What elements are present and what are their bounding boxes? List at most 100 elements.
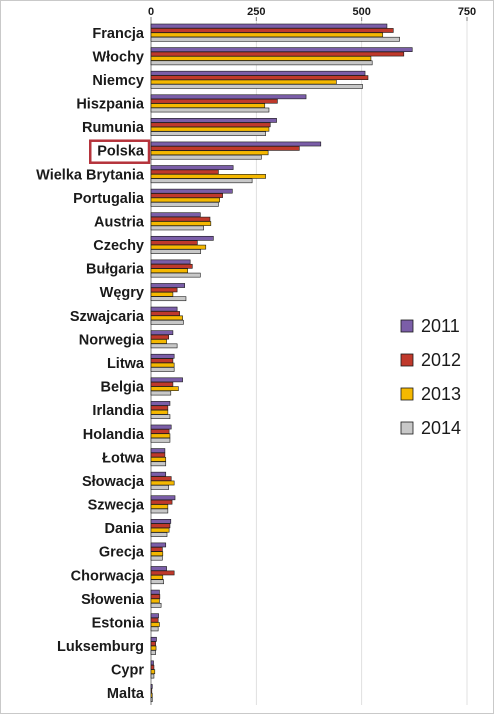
bar bbox=[150, 433, 171, 439]
bar bbox=[150, 429, 170, 434]
bar bbox=[150, 367, 175, 372]
bar bbox=[150, 457, 167, 462]
bar bbox=[150, 485, 169, 490]
bar bbox=[150, 519, 172, 524]
category-label: Słowenia bbox=[81, 592, 145, 608]
bar bbox=[150, 70, 366, 76]
bar bbox=[150, 94, 307, 100]
bar bbox=[150, 636, 157, 642]
bar bbox=[150, 56, 372, 61]
category-label: Portugalia bbox=[73, 191, 145, 207]
bar bbox=[150, 613, 159, 619]
tick-label: 750 bbox=[458, 6, 476, 18]
category-label: Estonia bbox=[92, 615, 145, 631]
bar bbox=[150, 673, 155, 679]
category-label: Dania bbox=[105, 521, 145, 537]
bar bbox=[150, 660, 154, 666]
bar bbox=[150, 358, 174, 364]
bar bbox=[150, 98, 278, 104]
category-label: Belgia bbox=[100, 380, 144, 396]
bar bbox=[150, 532, 168, 537]
bar bbox=[150, 386, 179, 391]
category-label: Szwecja bbox=[88, 498, 145, 514]
bar bbox=[150, 60, 373, 66]
bar bbox=[150, 617, 159, 623]
bar bbox=[150, 216, 211, 222]
bar bbox=[150, 381, 174, 387]
bar bbox=[150, 504, 169, 509]
bar bbox=[150, 84, 363, 89]
bar bbox=[150, 339, 167, 344]
bar bbox=[150, 377, 183, 383]
bar bbox=[150, 697, 153, 703]
bar bbox=[150, 495, 176, 501]
bar bbox=[150, 287, 178, 293]
bar bbox=[150, 306, 178, 312]
bar bbox=[150, 594, 161, 599]
bar bbox=[150, 202, 219, 207]
legend-label: 2013 bbox=[421, 384, 461, 404]
bar bbox=[150, 688, 153, 694]
bar bbox=[150, 126, 270, 132]
bar bbox=[150, 225, 204, 231]
category-label: Luksemburg bbox=[57, 639, 144, 655]
bar bbox=[150, 197, 220, 203]
bar bbox=[150, 598, 160, 604]
bar bbox=[150, 669, 156, 675]
bar bbox=[150, 319, 184, 325]
bar bbox=[150, 235, 214, 241]
bar bbox=[150, 424, 172, 430]
bar bbox=[150, 75, 369, 80]
bar bbox=[150, 47, 413, 52]
bar bbox=[150, 263, 193, 269]
bar bbox=[150, 165, 234, 170]
bar bbox=[150, 28, 394, 33]
bar bbox=[150, 23, 388, 29]
category-label: Słowacja bbox=[82, 474, 145, 490]
category-label: Norwegia bbox=[79, 332, 145, 348]
bar bbox=[150, 32, 384, 38]
bar bbox=[150, 178, 253, 184]
bar bbox=[150, 315, 183, 321]
bar bbox=[150, 409, 169, 415]
category-label: Holandia bbox=[83, 427, 145, 443]
bar bbox=[150, 461, 167, 467]
bar bbox=[150, 390, 172, 396]
bar bbox=[150, 146, 300, 151]
highlight-box bbox=[89, 139, 151, 164]
bar bbox=[150, 193, 223, 198]
bar bbox=[150, 353, 175, 359]
bar bbox=[150, 471, 167, 477]
bar bbox=[150, 330, 174, 336]
category-label: Austria bbox=[94, 214, 145, 230]
bar bbox=[150, 645, 157, 651]
bar bbox=[150, 272, 201, 278]
x-axis-ticks: 0 250 500 750 bbox=[148, 6, 476, 21]
bar bbox=[150, 244, 207, 250]
bar bbox=[150, 343, 178, 349]
bar bbox=[150, 131, 266, 136]
category-label: Wielka Brytania bbox=[36, 167, 145, 183]
bar bbox=[150, 249, 202, 254]
tick-label: 0 bbox=[148, 6, 154, 18]
bar bbox=[150, 122, 271, 128]
bar bbox=[150, 103, 266, 108]
bar bbox=[150, 650, 156, 655]
bar bbox=[150, 480, 175, 486]
category-label: Litwa bbox=[107, 356, 145, 372]
bar bbox=[150, 79, 337, 85]
legend-label: 2011 bbox=[421, 316, 460, 336]
legend-swatch bbox=[400, 319, 414, 333]
bar bbox=[150, 437, 171, 443]
category-labels: Francja Włochy Niemcy Hiszpania Rumunia Polsk… bbox=[36, 26, 151, 702]
bar bbox=[150, 692, 153, 698]
bar bbox=[150, 508, 169, 514]
bar bbox=[150, 107, 270, 113]
bar bbox=[150, 546, 163, 552]
bar bbox=[150, 602, 162, 608]
bar bbox=[150, 523, 171, 529]
bar bbox=[150, 296, 187, 302]
bar bbox=[150, 174, 266, 179]
category-label: Francja bbox=[92, 26, 145, 42]
